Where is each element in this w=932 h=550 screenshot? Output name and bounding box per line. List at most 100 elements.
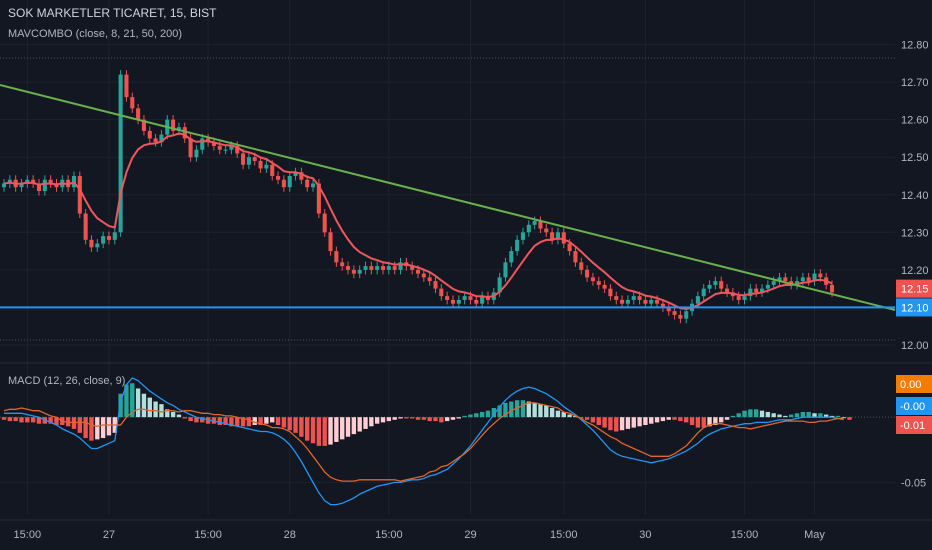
candle-body <box>555 232 560 240</box>
candle-body <box>36 183 42 191</box>
price-tag-label: 12.15 <box>901 284 929 296</box>
candle-body <box>550 232 555 240</box>
candle-body <box>25 179 30 184</box>
macd-histogram-bar <box>643 417 648 425</box>
price-tick-label: 12.60 <box>901 115 929 127</box>
macd-histogram-bar <box>54 417 59 425</box>
candle-body <box>118 74 123 233</box>
candle-body <box>614 296 619 300</box>
candle-body <box>258 160 263 169</box>
candle-body <box>305 179 310 188</box>
candle-body <box>474 299 479 304</box>
macd-histogram-bar <box>77 417 82 433</box>
macd-histogram-bar <box>89 417 94 441</box>
macd-histogram-bar <box>95 417 100 440</box>
macd-histogram-bar <box>549 408 555 418</box>
candle-body <box>369 266 374 270</box>
candle-body <box>660 303 665 308</box>
macd-histogram-bar <box>730 415 736 418</box>
candle-body <box>509 251 514 263</box>
candle-body <box>707 284 712 289</box>
macd-histogram-bar <box>153 401 158 418</box>
candle-body <box>637 296 642 300</box>
macd-histogram-bar <box>695 417 701 428</box>
macd-histogram-bar <box>614 417 619 432</box>
candle-body <box>340 262 345 267</box>
macd-tag-background <box>896 397 932 415</box>
macd-histogram-bar <box>701 417 706 428</box>
macd-histogram-bar <box>823 414 829 418</box>
candle-body <box>223 149 228 151</box>
candle-body <box>462 296 467 300</box>
candle-body <box>334 251 339 263</box>
macd-histogram-bar <box>305 417 310 441</box>
macd-histogram-bar <box>433 417 438 422</box>
macd-histogram-bar <box>7 417 13 422</box>
macd-histogram-bar <box>439 417 444 423</box>
macd-histogram-bar <box>264 417 269 424</box>
macd-tag-label: -0.01 <box>900 420 925 432</box>
candle-body <box>48 179 53 184</box>
macd-histogram-bar <box>182 417 187 419</box>
macd-histogram-bar <box>672 417 677 420</box>
candle-body <box>701 288 706 297</box>
candle-body <box>42 179 47 191</box>
macd-histogram-bar <box>678 417 683 422</box>
macd-histogram-bar <box>847 417 852 420</box>
candle-body <box>410 266 415 270</box>
candle-body <box>445 296 450 300</box>
candle-body <box>567 243 572 252</box>
candle-body <box>31 179 36 184</box>
macd-histogram-bar <box>188 417 193 422</box>
macd-histogram-bar <box>538 404 543 418</box>
time-axis[interactable]: 15:00 27 15:00 28 15:00 29 15:00 30 15:00 May <box>0 519 932 541</box>
price-tag-background <box>896 298 932 317</box>
macd-histogram-bar <box>444 417 450 422</box>
candle-body <box>532 221 537 225</box>
candle-body <box>77 175 82 214</box>
price-axis[interactable]: 12.00 12.10 12.20 12.30 12.40 12.50 12.60 12.70… <box>896 40 932 490</box>
macd-histogram-bar <box>503 402 508 418</box>
macd-histogram-bar <box>724 417 730 420</box>
macd-histogram-bar <box>462 415 467 418</box>
macd-histogram-bar <box>479 411 485 418</box>
candle-body <box>398 262 403 270</box>
candle-body <box>200 138 205 150</box>
macd-histogram-bar <box>684 417 689 423</box>
macd-histogram-bar <box>310 417 316 444</box>
macd-histogram-bar <box>159 404 164 418</box>
macd-histogram-bar <box>654 417 660 423</box>
time-tick-label: 15:00 <box>550 529 578 541</box>
time-tick-label: 29 <box>464 529 476 541</box>
candle-body <box>450 299 456 304</box>
macd-histogram-bar <box>748 409 753 418</box>
candle-body <box>147 130 152 139</box>
macd-histogram-bar <box>345 417 351 437</box>
price-tick-label: 12.00 <box>901 340 929 352</box>
time-tick-label: 15:00 <box>731 529 759 541</box>
candle-body <box>171 119 176 131</box>
macd-histogram-bar <box>689 417 695 425</box>
candle-body <box>783 277 788 282</box>
candle-body <box>544 228 549 233</box>
price-pane[interactable] <box>0 70 896 324</box>
candle-body <box>375 266 380 270</box>
macd-pane[interactable] <box>1 377 852 506</box>
macd-histogram-bar <box>1 417 7 420</box>
candle-body <box>742 296 747 300</box>
candle-body <box>585 269 590 278</box>
macd-histogram-bar <box>170 411 176 418</box>
candle-body <box>590 277 595 282</box>
candle-body <box>806 277 811 282</box>
macd-histogram-bar <box>788 414 794 418</box>
macd-histogram-bar <box>596 417 601 425</box>
candle-body <box>736 296 741 300</box>
time-tick-label: 15:00 <box>375 529 403 541</box>
candle-body <box>217 145 222 150</box>
candle-body <box>695 296 700 304</box>
macd-histogram-bar <box>765 411 771 418</box>
macd-histogram-bar <box>485 410 491 418</box>
candle-body <box>800 277 805 282</box>
macd-histogram-bar <box>217 417 222 425</box>
